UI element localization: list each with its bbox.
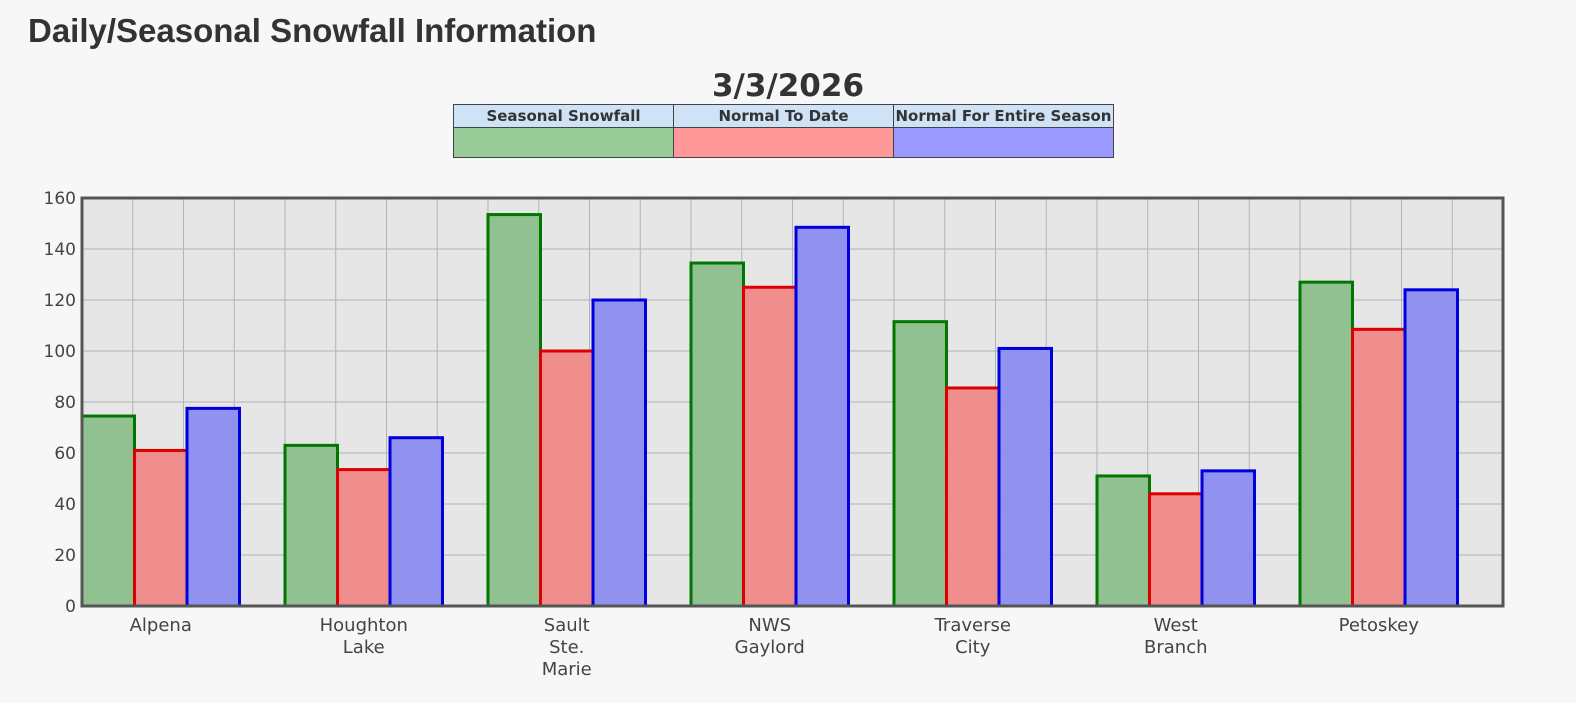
bar [80, 414, 136, 608]
bar [742, 285, 798, 608]
bar [1403, 288, 1459, 608]
y-tick-label: 120 [44, 291, 76, 311]
bar [185, 406, 241, 608]
x-tick-label: Sault [544, 615, 590, 636]
bar [794, 225, 850, 608]
legend-label-normal-to-date: Normal To Date [673, 104, 894, 128]
y-tick-label: 80 [54, 393, 76, 413]
x-tick-label: Petoskey [1339, 615, 1420, 636]
x-tick-label: Marie [542, 659, 592, 680]
bar [689, 261, 745, 608]
legend-label-seasonal: Seasonal Snowfall [453, 104, 674, 128]
y-tick-label: 60 [54, 444, 76, 464]
plot-border [80, 196, 1505, 608]
y-tick-label: 40 [54, 495, 76, 515]
x-tick-label: Lake [343, 637, 385, 658]
legend-swatch-seasonal [453, 127, 674, 158]
x-tick-label: City [955, 637, 991, 658]
y-tick-label: 0 [65, 597, 76, 617]
y-tick-label: 160 [44, 189, 76, 209]
bar [133, 448, 189, 608]
bar [1148, 492, 1204, 608]
legend-swatch-normal-season [893, 127, 1114, 158]
bar [591, 298, 647, 608]
x-tick-label: West [1154, 615, 1198, 636]
x-tick-label: Branch [1144, 637, 1208, 658]
bar [539, 349, 595, 608]
bar [336, 468, 392, 608]
page-title: Daily/Seasonal Snowfall Information [28, 12, 597, 49]
bar [388, 436, 444, 608]
bar [1351, 327, 1407, 608]
x-tick-label: NWS [748, 615, 791, 636]
x-tick-label: Traverse [934, 615, 1011, 636]
bar [892, 320, 948, 608]
x-tick-label: Houghton [320, 615, 408, 636]
x-tick-label: Gaylord [735, 637, 805, 658]
bar [997, 346, 1053, 608]
bar [1095, 474, 1151, 608]
x-tick-label: Alpena [130, 615, 192, 636]
y-tick-label: 140 [44, 240, 76, 260]
legend-label-normal-season: Normal For Entire Season [893, 104, 1114, 128]
bar [1298, 280, 1354, 608]
x-tick-label: Ste. [549, 637, 584, 658]
legend-swatch-normal-to-date [673, 127, 894, 158]
bar [945, 386, 1001, 608]
y-tick-label: 100 [44, 342, 76, 362]
bar [283, 443, 339, 608]
bar [1200, 469, 1256, 608]
y-tick-label: 20 [54, 546, 76, 566]
chart-title: 3/3/2026 [711, 68, 865, 104]
bar [486, 213, 542, 608]
chart-legend: Seasonal Snowfall Normal To Date Normal … [453, 104, 1114, 158]
